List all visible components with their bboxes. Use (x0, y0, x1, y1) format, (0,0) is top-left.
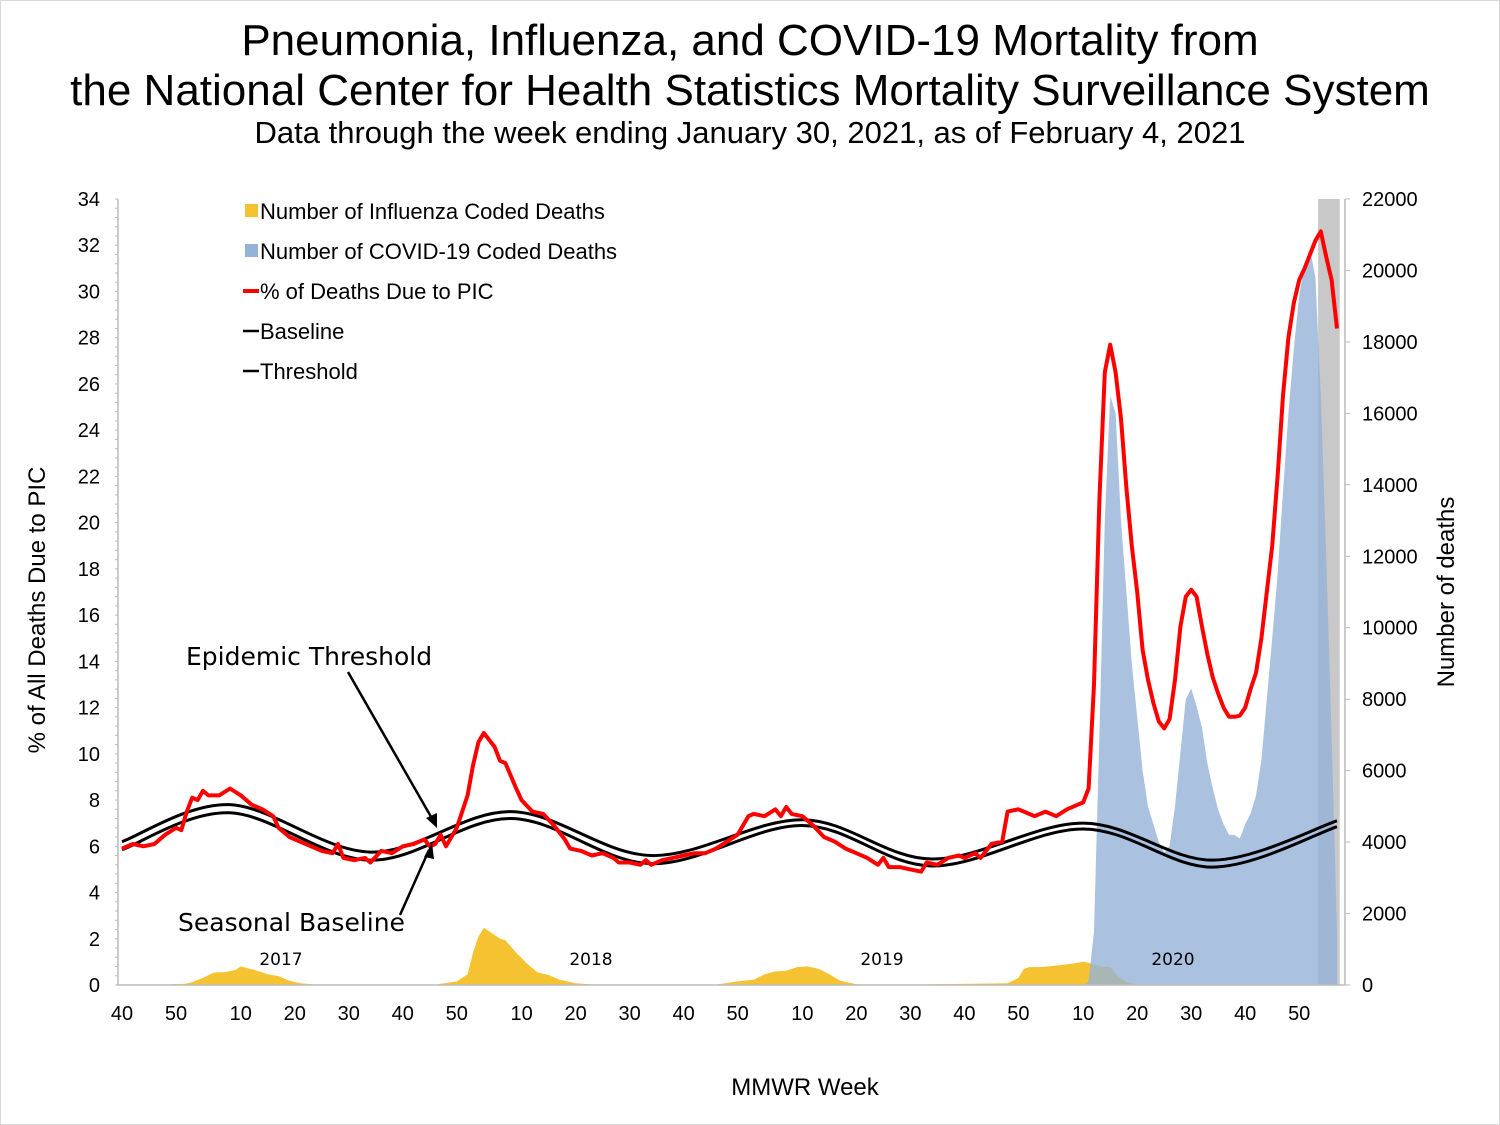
y-left-tick-label: 24 (78, 420, 100, 442)
y-left-tick-label: 14 (78, 651, 100, 673)
y-right-tick-label: 10000 (1362, 618, 1418, 640)
x-tick-label: 30 (1180, 1003, 1202, 1025)
legend-label-threshold: Threshold (260, 359, 358, 384)
legend-label-baseline: Baseline (260, 319, 344, 344)
x-axis-label: MMWR Week (731, 1074, 880, 1101)
x-tick-label: 40 (1234, 1003, 1256, 1025)
y-right-tick-label: 6000 (1362, 761, 1407, 783)
y-left-tick-label: 8 (89, 790, 100, 812)
y-left-tick-label: 26 (78, 374, 100, 396)
y-right-tick-label: 4000 (1362, 832, 1407, 854)
y-left-tick-label: 2 (89, 929, 100, 951)
y-right-tick-label: 14000 (1362, 475, 1418, 497)
x-tick-label: 40 (111, 1003, 133, 1025)
pic-percent-line (121, 229, 1339, 874)
x-tick-label: 40 (672, 1003, 694, 1025)
y-right-tick-label: 18000 (1362, 332, 1418, 354)
x-tick-label: 40 (392, 1003, 414, 1025)
x-tick-label: 50 (1288, 1003, 1310, 1025)
x-tick-label: 20 (564, 1003, 586, 1025)
chart-title-line1: Pneumonia, Influenza, and COVID-19 Morta… (241, 16, 1258, 65)
legend-swatch-influenza (245, 204, 258, 217)
legend-label-pic: % of Deaths Due to PIC (260, 279, 494, 304)
x-tick-label: 30 (618, 1003, 640, 1025)
y-right-tick-label: 22000 (1362, 189, 1418, 211)
baseline-arrowhead (424, 843, 434, 859)
x-tick-label: 50 (726, 1003, 748, 1025)
y-right-tick-label: 0 (1362, 975, 1373, 997)
y-left-tick-label: 10 (78, 744, 100, 766)
y-right-tick-label: 2000 (1362, 904, 1407, 926)
y-right-tick-label: 16000 (1362, 403, 1418, 425)
y-left-tick-label: 12 (78, 698, 100, 720)
y-left-tick-label: 28 (78, 328, 100, 350)
x-tick-label: 40 (953, 1003, 975, 1025)
year-label-2018: 2018 (569, 950, 612, 970)
x-tick-label: 20 (845, 1003, 867, 1025)
legend-swatch-covid (245, 244, 258, 257)
y-left-tick-label: 34 (78, 189, 100, 211)
year-label-2020: 2020 (1151, 950, 1194, 970)
y-right-tick-label: 20000 (1362, 260, 1418, 282)
x-tick-label: 50 (165, 1003, 187, 1025)
covid-deaths-area (1083, 249, 1337, 985)
x-tick-label: 10 (1072, 1003, 1094, 1025)
y-left-tick-label: 16 (78, 605, 100, 627)
x-tick-label: 20 (1126, 1003, 1148, 1025)
line-layer (121, 229, 1339, 874)
y-left-tick-label: 4 (89, 883, 100, 905)
legend-label-covid: Number of COVID-19 Coded Deaths (260, 239, 617, 264)
legend-label-influenza: Number of Influenza Coded Deaths (260, 199, 605, 224)
area-layer (122, 199, 1340, 985)
x-tick-label: 30 (899, 1003, 921, 1025)
baseline-line (121, 811, 1338, 869)
y-axis-left-label: % of All Deaths Due to PIC (24, 467, 51, 754)
axes-layer: 0246810121416182022242628303234020004000… (78, 189, 1418, 1025)
x-tick-label: 10 (510, 1003, 532, 1025)
threshold-arrow (346, 671, 436, 823)
y-left-tick-label: 18 (78, 559, 100, 581)
chart-subtitle: Data through the week ending January 30,… (255, 115, 1246, 150)
legend: Number of Influenza Coded Deaths Number … (243, 199, 617, 384)
x-tick-label: 50 (1007, 1003, 1029, 1025)
y-right-tick-label: 12000 (1362, 546, 1418, 568)
y-left-tick-label: 32 (78, 235, 100, 257)
x-tick-label: 50 (446, 1003, 468, 1025)
x-tick-label: 10 (791, 1003, 813, 1025)
y-axis-right-label: Number of deaths (1433, 497, 1460, 688)
y-left-tick-label: 22 (78, 466, 100, 488)
chart-title-line2: the National Center for Health Statistic… (70, 66, 1430, 115)
y-left-tick-label: 20 (78, 513, 100, 535)
y-left-tick-label: 0 (89, 975, 100, 997)
year-label-2017: 2017 (259, 950, 302, 970)
x-tick-label: 10 (230, 1003, 252, 1025)
year-label-2019: 2019 (860, 950, 903, 970)
baseline-arrow (398, 849, 431, 916)
y-right-tick-label: 8000 (1362, 689, 1407, 711)
influenza-deaths-area (122, 927, 1337, 985)
epidemic-threshold-annotation: Epidemic Threshold (186, 642, 432, 671)
threshold-arrowhead (426, 813, 437, 828)
y-left-tick-label: 30 (78, 281, 100, 303)
y-left-tick-label: 6 (89, 836, 100, 858)
x-tick-label: 30 (338, 1003, 360, 1025)
seasonal-baseline-annotation: Seasonal Baseline (178, 908, 405, 937)
x-tick-label: 20 (284, 1003, 306, 1025)
